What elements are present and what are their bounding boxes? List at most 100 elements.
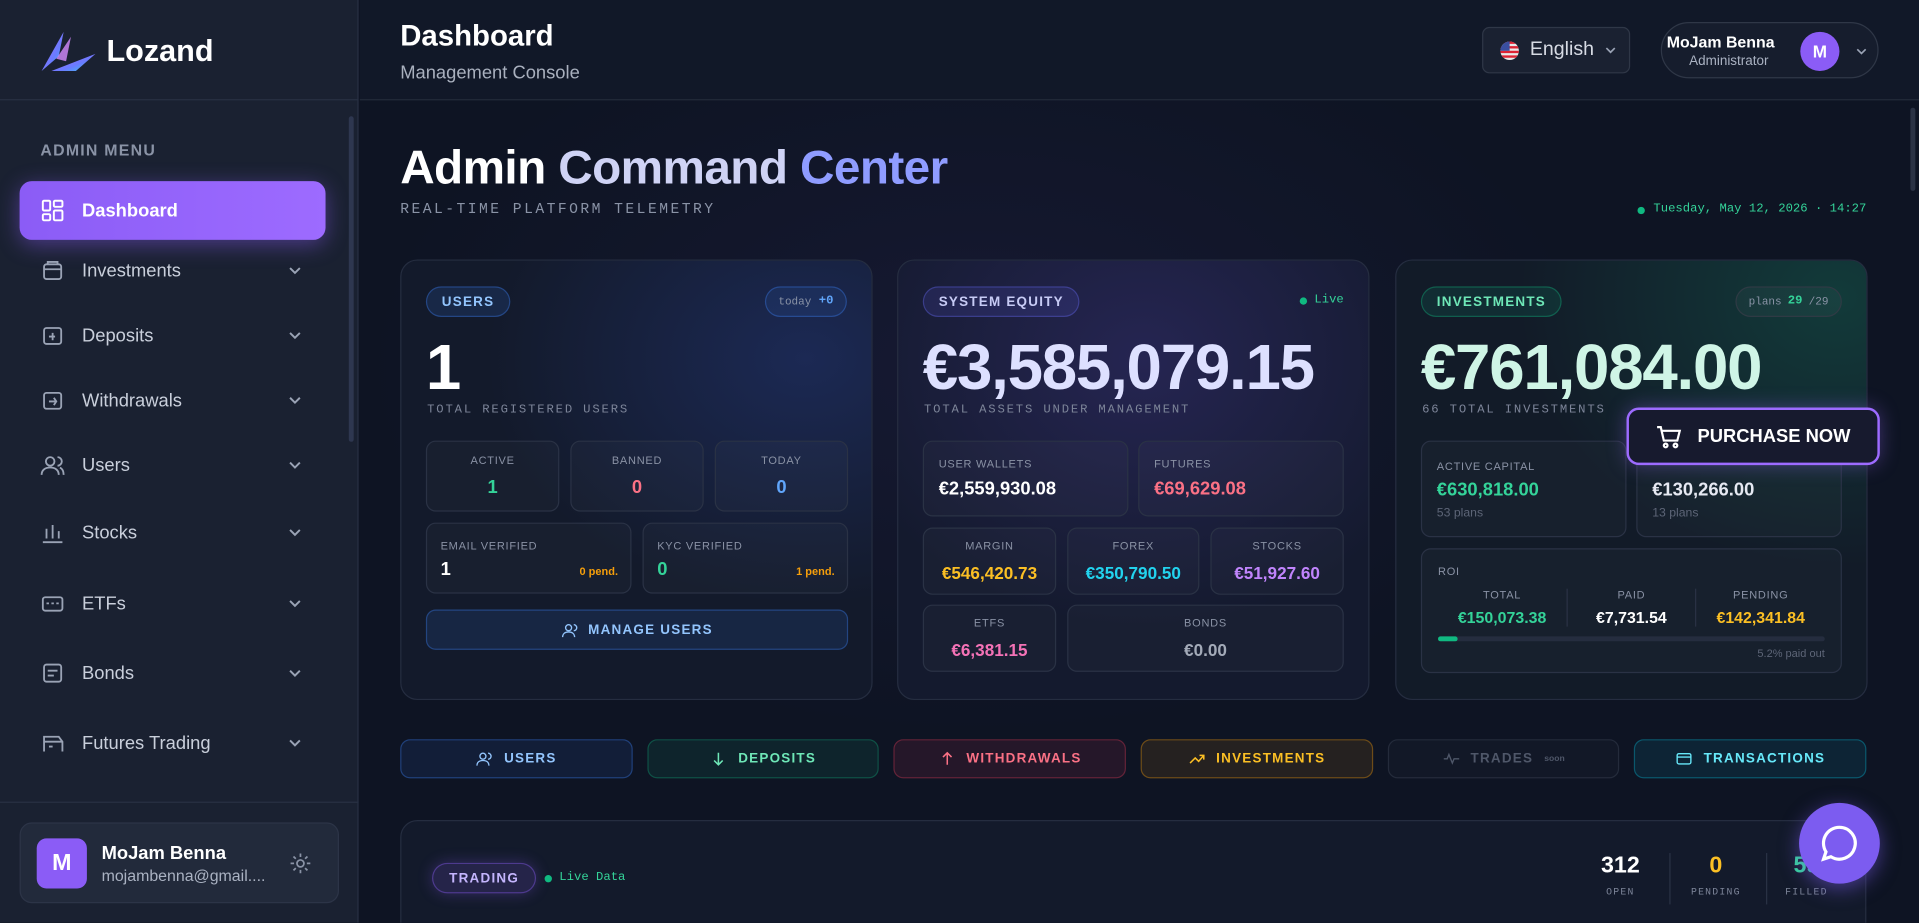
menu-label: Stocks [81, 521, 138, 543]
settings-icon[interactable] [289, 852, 312, 875]
big-value: 1 [425, 332, 461, 404]
datetime: Tuesday, May 12, 2026 · 14:27 [1653, 203, 1867, 217]
hero-datetime: Tuesday, May 12, 2026 · 14:27 [1637, 203, 1867, 217]
roi-stat-label: PENDING [1733, 588, 1789, 601]
roi-stat: TOTAL €150,073.38 [1438, 589, 1566, 627]
menu-label: ETFs [81, 592, 126, 614]
card-tag: SYSTEM EQUITY [922, 286, 1080, 317]
brand: Lozand [106, 34, 214, 69]
chat-button[interactable] [1799, 802, 1880, 884]
chevron [289, 600, 301, 608]
menu-label: Users [81, 454, 130, 476]
icon [43, 735, 64, 752]
asset-value: €6,381.15 [951, 640, 1028, 660]
roi-stat: PAID €7,731.54 [1566, 588, 1697, 627]
stat-box: TODAY 0 [714, 440, 849, 512]
roi-stat: PENDING €142,341.84 [1697, 589, 1825, 627]
asset-box: ETFS €6,381.15 [922, 604, 1057, 672]
live-label: Live Data [559, 871, 626, 885]
chevron [289, 461, 301, 469]
roi-stat-value: €150,073.38 [1457, 608, 1547, 627]
tab[interactable]: USERS [400, 739, 633, 779]
tab[interactable]: WITHDRAWALS [893, 739, 1126, 779]
user-card[interactable]: M MoJam Benna mojambenna@gmail.... [19, 822, 340, 904]
menu-item[interactable]: Futures Trading [20, 715, 326, 771]
card-tag: TRADING [432, 862, 537, 894]
tab[interactable]: INVESTMENTS [1140, 739, 1373, 779]
tab-label: DEPOSITS [738, 751, 817, 767]
header-avatar: M [1800, 31, 1840, 71]
verified-value: 1 [440, 559, 451, 581]
trade-stat: 312 OPEN [1584, 853, 1657, 898]
asset-label: FUTURES [1154, 457, 1212, 470]
live-label: Live [1314, 293, 1344, 308]
progress-bar [1438, 636, 1459, 642]
menu-item[interactable]: Deposits [20, 307, 326, 363]
roi-stat-value: €7,731.54 [1595, 608, 1667, 627]
user-menu[interactable]: MoJam Benna Administrator M [1660, 22, 1879, 79]
quick-tabs: USERS DEPOSITS WITHDRAWALS INVESTMENTS T… [400, 739, 1867, 779]
stat-value: 0 [776, 477, 787, 499]
badge-value: +0 [818, 294, 834, 309]
manage-users-button[interactable]: MANAGE USERS [425, 609, 849, 650]
menu-item[interactable]: Withdrawals [20, 372, 326, 428]
asset-value: €0.00 [1184, 640, 1227, 660]
tab: TRADES soon [1387, 739, 1620, 779]
verified-label: KYC VERIFIED [657, 539, 743, 552]
verified-label: EMAIL VERIFIED [440, 539, 538, 552]
investments-card: INVESTMENTS plans 29/29 €761,084.00 66 TO… [1395, 259, 1868, 701]
caption: TOTAL REGISTERED USERS [427, 403, 630, 418]
trade-stat-value: 312 [1600, 853, 1640, 879]
button-label: PURCHASE NOW [1697, 425, 1851, 447]
live-dot [1637, 206, 1645, 214]
header-user-role: Administrator [1689, 53, 1769, 69]
language-select[interactable]: English [1482, 26, 1631, 74]
badge-value: 29 [1787, 294, 1803, 309]
trade-stat-label: FILLED [1785, 887, 1828, 899]
card-tag: USERS [425, 286, 511, 317]
chevron [289, 332, 301, 340]
purchase-button[interactable]: PURCHASE NOW [1626, 407, 1880, 466]
asset-label: MARGIN [965, 539, 1014, 552]
verified-value: 0 [657, 559, 668, 581]
menu-item[interactable]: Stocks [20, 504, 326, 560]
chevron [289, 397, 301, 405]
asset-box: MARGIN €546,420.73 [922, 527, 1057, 595]
menu-item[interactable]: Bonds [20, 645, 326, 701]
caption: TOTAL ASSETS UNDER MANAGEMENT [924, 403, 1191, 418]
menu-item[interactable]: Dashboard [19, 181, 326, 240]
live-dot [1299, 296, 1308, 305]
chevron [289, 669, 301, 677]
roi-stat-label: TOTAL [1482, 588, 1522, 601]
invest-note: 53 plans [1436, 506, 1484, 521]
sidebar: Lozand ADMIN MENU Dashboard Investments … [0, 0, 359, 923]
scrollbar [348, 116, 354, 442]
tab[interactable]: DEPOSITS [647, 739, 880, 779]
badge-label: today [778, 295, 812, 308]
invest-label: ACTIVE CAPITAL [1436, 460, 1536, 473]
icon [40, 456, 65, 475]
chevron [289, 529, 301, 537]
tab-badge: soon [1544, 754, 1565, 764]
asset-box: STOCKS €51,927.60 [1210, 527, 1344, 595]
big-value: €761,084.00 [1420, 332, 1763, 404]
divider [1766, 853, 1768, 905]
menu-item[interactable]: ETFs [20, 575, 326, 631]
icon [43, 663, 63, 683]
roi-label: ROI [1438, 565, 1460, 578]
menu-label: Withdrawals [81, 389, 182, 411]
menu-label: Futures Trading [81, 732, 211, 754]
stat-value: 1 [487, 477, 498, 499]
live-indicator: Live [1299, 293, 1344, 308]
tab[interactable]: TRANSACTIONS [1634, 739, 1867, 779]
invest-box: ACTIVE CAPITAL €630,818.00 53 plans [1420, 440, 1627, 538]
menu-item[interactable]: Investments [20, 242, 326, 298]
chat-icon [1821, 825, 1857, 862]
roi-box: ROI TOTAL €150,073.38 PAID €7,731.54 PENDI… [1420, 548, 1842, 674]
asset-label: FOREX [1112, 539, 1155, 552]
menu-item[interactable]: Users [20, 437, 326, 493]
invest-value: €130,266.00 [1652, 479, 1755, 501]
